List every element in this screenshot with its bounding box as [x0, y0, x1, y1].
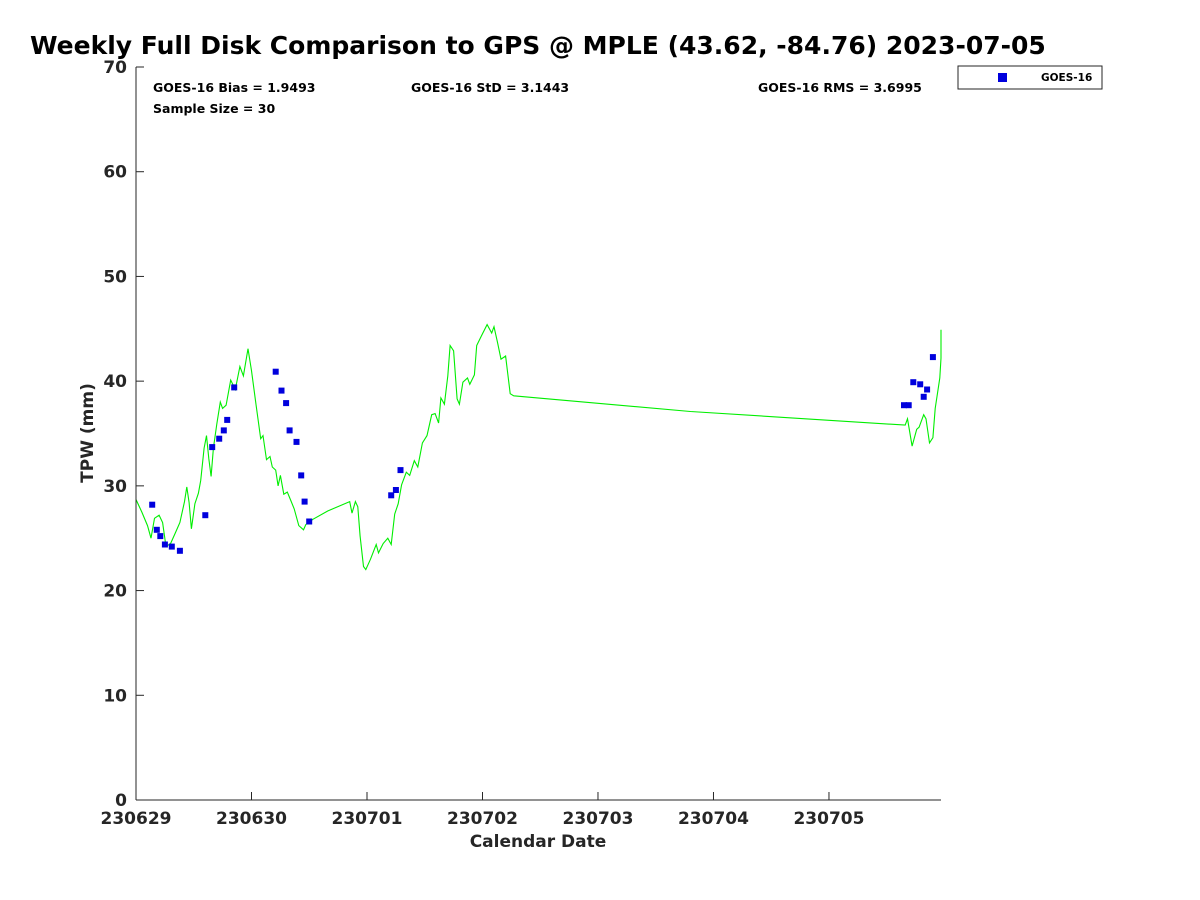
data-point [278, 387, 285, 394]
data-point [910, 379, 917, 386]
data-point [298, 472, 305, 479]
data-point [388, 492, 395, 499]
data-point [293, 438, 300, 445]
y-tick-group: 0 10 20 30 40 50 60 70 [103, 58, 144, 811]
x-tick-label: 230704 [678, 809, 749, 829]
y-tick-label: 50 [103, 267, 127, 287]
x-tick-label: 230702 [447, 809, 518, 829]
data-point [306, 518, 313, 525]
data-point [286, 427, 293, 434]
x-tick-group: 230629 230630 230701 230702 230703 230704 2307… [101, 792, 864, 829]
x-tick-label: 230705 [793, 809, 864, 829]
data-point [209, 444, 216, 451]
y-axis-label: TPW (mm) [78, 383, 98, 483]
data-point [283, 400, 290, 407]
y-tick-label: 10 [103, 686, 127, 706]
y-tick-label: 60 [103, 163, 127, 183]
data-point [920, 393, 927, 400]
data-point [929, 354, 936, 361]
data-point [153, 526, 160, 533]
y-tick-label: 70 [103, 58, 127, 78]
data-point [168, 543, 175, 550]
series-line-group [135, 323, 942, 571]
data-point [924, 386, 931, 393]
data-point [220, 427, 227, 434]
y-tick-label: 0 [115, 791, 127, 811]
data-point [176, 547, 183, 554]
stat-std: GOES-16 StD = 3.1443 [411, 80, 569, 95]
series-marker-group [149, 354, 936, 554]
y-tick-label: 40 [103, 372, 127, 392]
series-line [135, 323, 942, 571]
data-point [272, 368, 279, 375]
y-tick-label: 20 [103, 582, 127, 602]
y-tick-label: 30 [103, 477, 127, 497]
data-point [157, 533, 164, 540]
plot-area: 230629 230630 230701 230702 230703 230704 2307… [101, 58, 942, 829]
stat-rms: GOES-16 RMS = 3.6995 [758, 80, 922, 95]
data-point [392, 487, 399, 493]
legend-box [957, 65, 1103, 90]
legend-marker [998, 73, 1007, 82]
data-point [905, 402, 912, 409]
x-tick-label: 230703 [562, 809, 633, 829]
data-point [216, 435, 223, 442]
x-tick-label: 230701 [331, 809, 402, 829]
data-point [917, 381, 924, 388]
data-point [231, 384, 238, 391]
chart-title: Weekly Full Disk Comparison to GPS @ MPL… [30, 31, 1046, 60]
data-point [901, 402, 907, 409]
x-tick-label: 230629 [101, 809, 172, 829]
data-point [301, 498, 308, 505]
data-point [397, 467, 404, 474]
data-point [161, 541, 168, 548]
stat-sample-size: Sample Size = 30 [153, 101, 275, 116]
stat-bias: GOES-16 Bias = 1.9493 [153, 80, 315, 95]
data-point [202, 512, 209, 519]
legend: GOES-16 [957, 65, 1103, 90]
x-axis-label: Calendar Date [470, 832, 607, 852]
x-tick-label: 230630 [216, 809, 287, 829]
data-point [149, 501, 156, 508]
data-point [224, 416, 231, 423]
legend-label: GOES-16 [1041, 72, 1092, 84]
